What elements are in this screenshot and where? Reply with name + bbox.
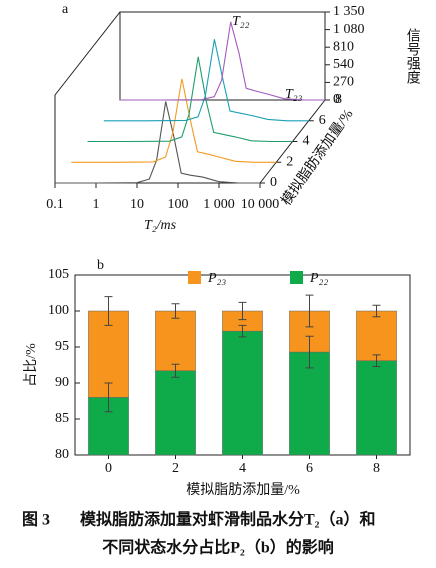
annotation: T₂₂ [232,14,250,29]
panel-label: b [97,258,104,273]
signal-curve [71,78,277,163]
bar-segment [356,360,397,456]
x-tick-label: 1 [93,197,100,212]
x-tick-label: 10 [130,197,144,212]
x-tick-label: 0.1 [46,197,64,212]
z-axis-label: 信号强度 [405,28,421,84]
figure-label: 图 3 [22,511,50,529]
legend-swatch [290,271,303,284]
bar-segment [356,310,397,361]
x-axis-label: T₂/ms [144,218,177,233]
signal-curve [87,56,293,143]
caption-line: 模拟脂肪添加量对虾滑制品水分T₂（a）和 [80,510,375,529]
caption-line: 不同状态水分占比P₂（b）的影响 [102,538,333,557]
depth-tick-label: 2 [286,154,293,169]
legend-label: P₂₂ [309,271,328,286]
error-bar [104,296,113,326]
x-tick-label: 1 000 [203,197,235,212]
x-tick-label: 8 [373,461,380,476]
error-bar [171,363,180,378]
bar-segment [155,310,196,372]
z-tick-label: 540 [333,57,354,72]
z-tick-label: 1 350 [333,4,365,19]
signal-curve [120,21,325,101]
y-tick-label: 85 [55,411,69,426]
z-tick-label: 810 [333,39,354,54]
x-tick-label: 100 [168,197,189,212]
x-tick-label: 2 [172,461,179,476]
panel-label: a [62,2,69,17]
x-tick-label: 6 [306,461,313,476]
x-axis-label: 模拟脂肪添加量/% [186,482,300,498]
z-tick-label: 1 080 [333,22,365,37]
x-tick-label: 0 [105,461,112,476]
error-bar [305,294,314,328]
legend-swatch [188,271,201,284]
z-tick-label: 0 [333,92,340,107]
legend-label: P₂₃ [207,271,226,286]
bar-segment [155,370,196,456]
x-tick-label: 10 000 [241,197,280,212]
depth-tick-label: 6 [319,113,326,128]
error-bar [372,354,381,367]
signal-curve [103,39,309,122]
error-bar [305,335,314,369]
error-bar [171,303,180,319]
depth-tick-label: 4 [303,134,310,149]
y-tick-label: 90 [55,375,69,390]
error-bar [238,324,247,338]
y-axis-label: 占比/% [23,343,39,387]
y-tick-label: 95 [55,339,69,354]
y-tick-label: 80 [55,447,69,462]
error-bar [104,382,113,413]
error-bar [238,301,247,321]
signal-curve [55,101,260,184]
y-tick-label: 105 [48,267,69,282]
depth-tick-label: 8 [335,92,342,107]
z-tick-label: 270 [333,75,354,90]
error-bar [372,304,381,318]
depth-tick-label: 0 [270,175,277,190]
y-tick-label: 100 [48,303,69,318]
bar-segment [222,330,263,456]
annotation: T₂₃ [285,87,303,102]
x-tick-label: 4 [239,461,246,476]
